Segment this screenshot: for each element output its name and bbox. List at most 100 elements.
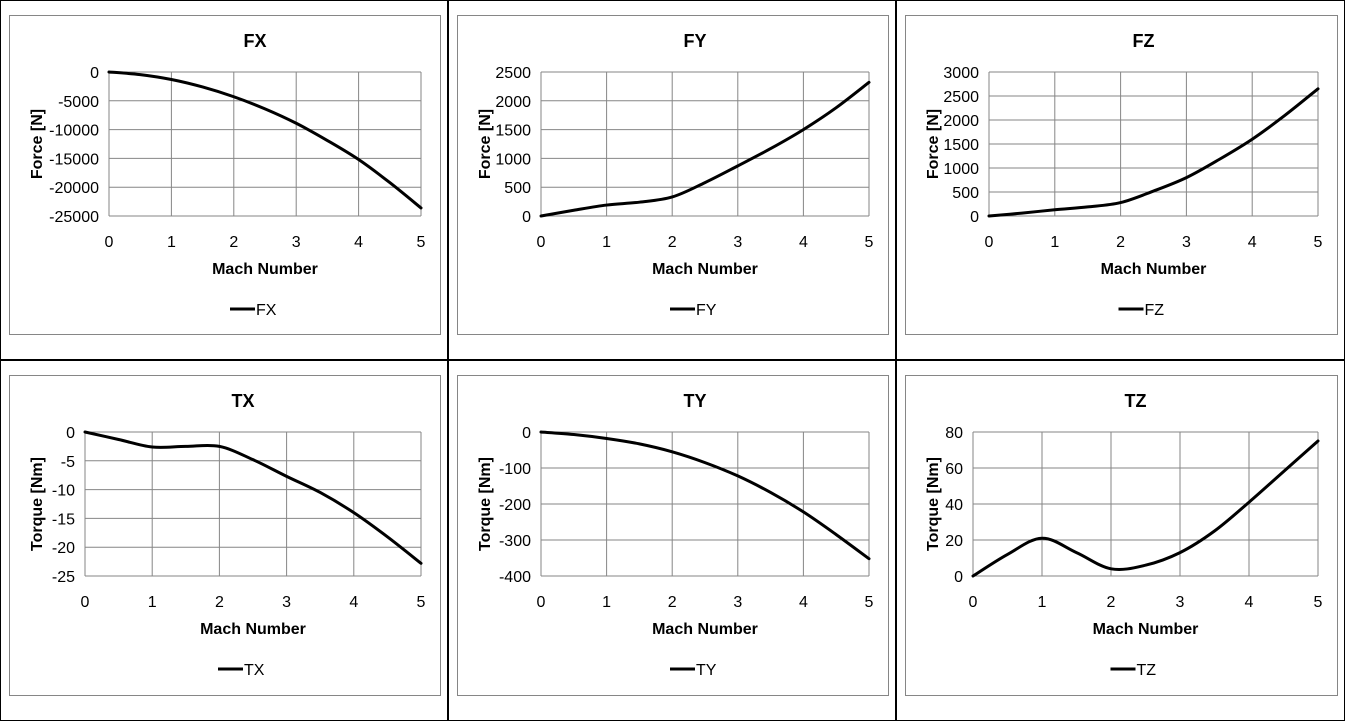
chart-title: TZ: [1125, 391, 1147, 411]
y-tick-label: 80: [945, 425, 963, 442]
legend-label: FZ: [1145, 302, 1165, 319]
x-tick-label: 2: [668, 594, 677, 611]
x-axis-label: Mach Number: [212, 261, 318, 278]
y-tick-label: 0: [970, 209, 979, 226]
y-tick-label: -15000: [49, 151, 99, 168]
chart-area-fx: FX 0 -5000 -10000 -15000 -20000 -25000 0 1 2 3 4 5 Ma…: [9, 15, 441, 335]
y-axis-label: Torque [Nm]: [29, 457, 46, 551]
y-tick-label: 500: [952, 185, 979, 202]
legend-label: TX: [244, 662, 265, 679]
x-tick-label: 3: [733, 234, 742, 251]
x-tick-label: 3: [1176, 594, 1185, 611]
chart-svg: FY 0 500 1000 1500 2000 2500 0 1 2 3 4 5 Mach Number F…: [477, 31, 874, 319]
series-line-tz: [971, 439, 1320, 578]
chart-cell-fz: FZ 0 500 1000 1500 2000 2500 3000 0 1 2 3 4 5 Mach Num…: [896, 0, 1345, 360]
y-tick-label: -10: [52, 483, 75, 500]
y-tick-label: 1500: [943, 137, 979, 154]
y-axis-label: Torque [Nm]: [925, 457, 942, 551]
x-axis-label: Mach Number: [1093, 621, 1199, 638]
x-tick-label: 1: [148, 594, 157, 611]
x-tick-label: 3: [1182, 234, 1191, 251]
x-tick-label: 2: [1116, 234, 1125, 251]
x-tick-label: 0: [537, 594, 546, 611]
y-tick-label: -20: [52, 540, 75, 557]
y-tick-label: 2500: [495, 65, 531, 82]
chart-cell-tx: TX 0 -5 -10 -15 -20 -25 0 1 2 3 4 5 Mach Number Torque…: [0, 360, 448, 721]
series-line-fy: [539, 80, 871, 218]
y-tick-label: -25: [52, 569, 75, 586]
x-tick-label: 0: [537, 234, 546, 251]
chart-title: TX: [231, 391, 254, 411]
legend: FY: [670, 302, 717, 319]
chart-area-tx: TX 0 -5 -10 -15 -20 -25 0 1 2 3 4 5 Mach Number Torque…: [9, 375, 441, 696]
y-axis-label: Force [N]: [29, 109, 46, 179]
x-tick-label: 4: [349, 594, 358, 611]
x-tick-label: 1: [602, 594, 611, 611]
x-tick-label: 5: [865, 234, 874, 251]
x-tick-label: 1: [167, 234, 176, 251]
series-line-ty: [539, 430, 871, 561]
x-tick-label: 5: [1314, 234, 1323, 251]
y-axis-label: Torque [Nm]: [477, 457, 494, 551]
chart-area-fz: FZ 0 500 1000 1500 2000 2500 3000 0 1 2 3 4 5 Mach Num…: [905, 15, 1338, 335]
x-tick-label: 3: [292, 234, 301, 251]
chart-svg: TY 0 -100 -200 -300 -400 0 1 2 3 4 5 Mach Number Torq…: [477, 391, 874, 679]
y-tick-label: -5: [61, 454, 75, 471]
y-tick-label: -10000: [49, 123, 99, 140]
x-axis-label: Mach Number: [652, 261, 758, 278]
gridlines: [540, 71, 870, 217]
y-tick-label: 0: [954, 569, 963, 586]
y-axis-label: Force [N]: [925, 109, 942, 179]
y-tick-label: 1000: [943, 161, 979, 178]
y-tick-label: -25000: [49, 209, 99, 226]
y-tick-label: 0: [90, 65, 99, 82]
x-tick-label: 2: [1107, 594, 1116, 611]
y-tick-label: 1000: [495, 151, 531, 168]
y-tick-label: -300: [499, 533, 531, 550]
chart-cell-fy: FY 0 500 1000 1500 2000 2500 0 1 2 3 4 5 Mach Number F…: [448, 0, 896, 360]
y-tick-label: 0: [522, 209, 531, 226]
y-tick-label: 2000: [495, 94, 531, 111]
legend-label: TZ: [1137, 662, 1157, 679]
legend: TX: [218, 662, 265, 679]
legend: TZ: [1110, 662, 1157, 679]
chart-title: FX: [243, 31, 266, 51]
y-tick-label: 40: [945, 497, 963, 514]
x-tick-label: 4: [1248, 234, 1257, 251]
x-tick-label: 3: [733, 594, 742, 611]
gridlines: [84, 431, 422, 577]
legend: FZ: [1118, 302, 1165, 319]
gridlines: [988, 71, 1319, 217]
y-tick-label: 2500: [943, 89, 979, 106]
y-tick-label: 0: [66, 425, 75, 442]
x-tick-label: 0: [985, 234, 994, 251]
y-tick-label: 60: [945, 461, 963, 478]
y-tick-label: 20: [945, 533, 963, 550]
series-line-fz: [987, 87, 1320, 218]
y-tick-label: 2000: [943, 113, 979, 130]
x-axis-label: Mach Number: [1101, 261, 1207, 278]
gridlines: [540, 431, 870, 577]
x-tick-label: 2: [229, 234, 238, 251]
legend-label: TY: [696, 662, 717, 679]
y-tick-label: -20000: [49, 180, 99, 197]
legend-label: FX: [256, 302, 277, 319]
y-tick-label: 0: [522, 425, 531, 442]
x-tick-label: 0: [105, 234, 114, 251]
x-tick-label: 5: [865, 594, 874, 611]
chart-svg: FX 0 -5000 -10000 -15000 -20000 -25000 0 1 2 3 4 5 Ma…: [29, 31, 426, 319]
x-tick-label: 4: [799, 234, 808, 251]
x-tick-label: 5: [1314, 594, 1323, 611]
chart-svg: TX 0 -5 -10 -15 -20 -25 0 1 2 3 4 5 Mach Number Torque…: [29, 391, 426, 679]
chart-title: FY: [683, 31, 706, 51]
legend: TY: [670, 662, 717, 679]
x-tick-label: 1: [602, 234, 611, 251]
x-tick-label: 3: [282, 594, 291, 611]
y-tick-label: -5000: [58, 94, 99, 111]
x-tick-label: 4: [799, 594, 808, 611]
y-tick-label: 1500: [495, 123, 531, 140]
chart-title: TY: [683, 391, 706, 411]
gridlines: [972, 431, 1319, 577]
legend: FX: [230, 302, 277, 319]
